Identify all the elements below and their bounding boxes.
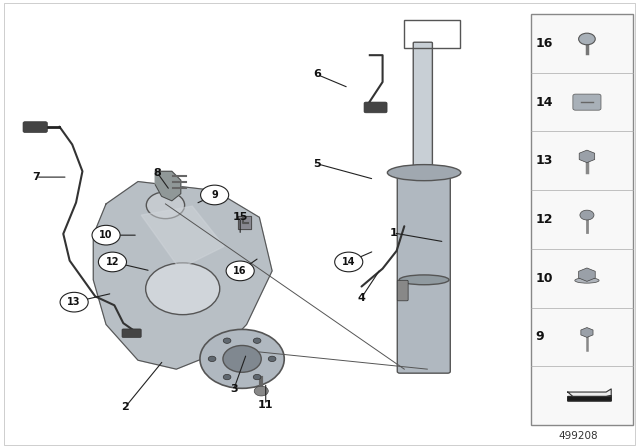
Text: 13: 13 bbox=[67, 297, 81, 307]
FancyBboxPatch shape bbox=[413, 42, 433, 176]
Circle shape bbox=[253, 338, 261, 343]
Circle shape bbox=[580, 210, 594, 220]
FancyBboxPatch shape bbox=[23, 122, 47, 133]
Polygon shape bbox=[93, 181, 272, 369]
Text: 16: 16 bbox=[234, 266, 247, 276]
Polygon shape bbox=[581, 327, 593, 337]
Circle shape bbox=[579, 33, 595, 45]
Polygon shape bbox=[141, 206, 224, 269]
Polygon shape bbox=[238, 216, 251, 229]
Text: 7: 7 bbox=[32, 172, 40, 182]
Text: 14: 14 bbox=[535, 95, 553, 108]
Polygon shape bbox=[568, 389, 611, 396]
Polygon shape bbox=[579, 268, 595, 281]
Circle shape bbox=[254, 386, 268, 396]
Text: 14: 14 bbox=[342, 257, 355, 267]
Circle shape bbox=[223, 345, 261, 372]
Text: 9: 9 bbox=[211, 190, 218, 200]
Circle shape bbox=[223, 375, 231, 380]
Text: 1: 1 bbox=[390, 228, 397, 238]
FancyBboxPatch shape bbox=[122, 329, 141, 337]
Text: 2: 2 bbox=[122, 402, 129, 412]
Text: 10: 10 bbox=[535, 272, 553, 285]
Circle shape bbox=[208, 356, 216, 362]
Text: 9: 9 bbox=[535, 331, 544, 344]
Circle shape bbox=[147, 192, 184, 219]
Text: 11: 11 bbox=[258, 400, 273, 410]
FancyBboxPatch shape bbox=[573, 94, 601, 110]
Text: 15: 15 bbox=[232, 212, 248, 222]
Ellipse shape bbox=[387, 164, 461, 181]
Text: 3: 3 bbox=[230, 384, 237, 394]
FancyBboxPatch shape bbox=[397, 173, 451, 373]
Text: 6: 6 bbox=[313, 69, 321, 79]
Circle shape bbox=[268, 356, 276, 362]
Circle shape bbox=[226, 261, 254, 281]
Polygon shape bbox=[579, 150, 595, 163]
Circle shape bbox=[335, 252, 363, 272]
Bar bbox=[404, 20, 461, 47]
Text: 12: 12 bbox=[535, 213, 553, 226]
FancyBboxPatch shape bbox=[364, 102, 387, 113]
Circle shape bbox=[223, 338, 231, 343]
Text: 4: 4 bbox=[358, 293, 365, 303]
Circle shape bbox=[146, 263, 220, 314]
Circle shape bbox=[92, 225, 120, 245]
Text: 13: 13 bbox=[535, 155, 552, 168]
Ellipse shape bbox=[399, 275, 449, 285]
Circle shape bbox=[253, 375, 261, 380]
Text: 10: 10 bbox=[99, 230, 113, 240]
Bar bbox=[531, 14, 633, 425]
Text: 12: 12 bbox=[106, 257, 119, 267]
Circle shape bbox=[200, 329, 284, 388]
Polygon shape bbox=[156, 171, 180, 201]
FancyBboxPatch shape bbox=[397, 280, 408, 301]
Text: 5: 5 bbox=[313, 159, 321, 169]
Ellipse shape bbox=[575, 278, 599, 283]
Text: 499208: 499208 bbox=[559, 431, 598, 440]
Polygon shape bbox=[568, 396, 611, 401]
Circle shape bbox=[60, 293, 88, 312]
Text: 8: 8 bbox=[153, 168, 161, 178]
Circle shape bbox=[200, 185, 228, 205]
Circle shape bbox=[99, 252, 127, 272]
Text: 16: 16 bbox=[535, 37, 552, 50]
